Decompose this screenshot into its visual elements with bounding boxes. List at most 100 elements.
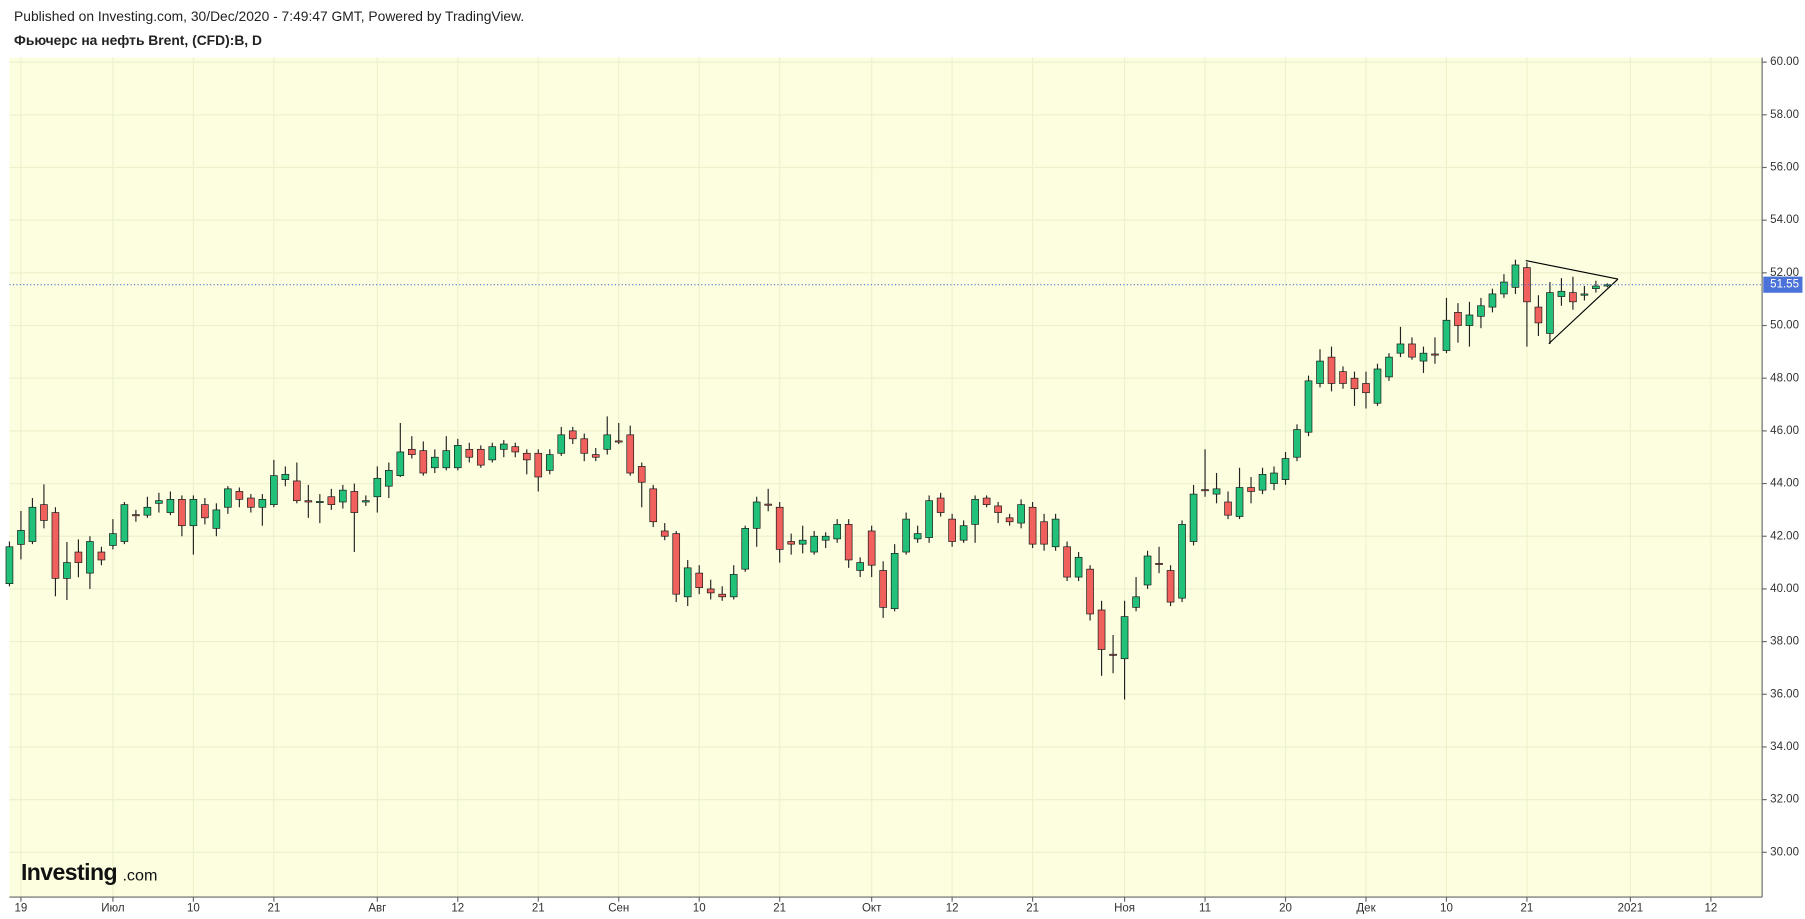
candle-body xyxy=(109,533,117,546)
candle-body xyxy=(178,499,186,527)
candle-body xyxy=(603,434,612,450)
y-tick-label: 34.00 xyxy=(1770,741,1799,753)
x-tick-label: 19 xyxy=(15,903,28,915)
trend-line-upper xyxy=(1525,260,1619,280)
candle-body xyxy=(1511,264,1520,288)
y-tick-label: 38.00 xyxy=(1770,636,1799,648)
candle-body xyxy=(925,500,933,538)
y-tick-label: 50.00 xyxy=(1770,320,1799,332)
candle-body xyxy=(224,488,232,508)
candle-body xyxy=(764,503,772,506)
candle-body xyxy=(1385,356,1393,378)
candle-body xyxy=(304,500,313,503)
candle-body xyxy=(994,505,1002,513)
candle-body xyxy=(545,454,554,471)
candle-body xyxy=(810,535,818,553)
candle-body xyxy=(1293,429,1301,458)
candle-body xyxy=(1431,353,1439,356)
candle-body xyxy=(1350,377,1359,390)
candle-body xyxy=(1155,563,1163,565)
candle-body xyxy=(787,541,795,545)
candle-body xyxy=(1373,368,1382,404)
candle-body xyxy=(1258,473,1267,491)
candle-body xyxy=(166,499,175,513)
x-tick-label: 10 xyxy=(693,903,706,915)
x-tick-label: 12 xyxy=(946,903,959,915)
x-tick-label: 12 xyxy=(1704,903,1717,915)
candle-body xyxy=(833,524,841,540)
candle-body xyxy=(1477,305,1485,317)
candle-body xyxy=(718,593,727,598)
grid xyxy=(9,57,1763,898)
candle-body xyxy=(74,551,83,563)
x-tick-label: 10 xyxy=(187,903,200,915)
candle-body xyxy=(1143,555,1152,586)
candle-body xyxy=(695,572,704,588)
x-tick-label: 21 xyxy=(532,903,545,915)
candle-body xyxy=(534,452,543,478)
candle-body xyxy=(879,570,887,608)
x-tick-label: 21 xyxy=(267,903,280,915)
candle-body xyxy=(419,450,428,474)
candle-body xyxy=(1408,343,1416,358)
candle-body xyxy=(1281,458,1290,480)
candle-body xyxy=(499,443,508,450)
y-tick-label: 44.00 xyxy=(1770,478,1799,490)
candle-body xyxy=(1465,314,1474,326)
candle-body xyxy=(430,456,439,469)
candle-body xyxy=(867,530,876,566)
candle-body xyxy=(729,574,738,598)
candle-body xyxy=(1212,488,1221,495)
candle-body xyxy=(511,446,520,453)
chart-subtitle: Published on Investing.com, 30/Dec/2020 … xyxy=(14,8,524,24)
candle-body xyxy=(1557,290,1566,297)
candle-body xyxy=(1316,360,1324,384)
y-tick-label: 52.00 xyxy=(1770,267,1799,279)
x-tick-label: Сен xyxy=(608,903,629,915)
last-price-label: 51.55 xyxy=(1770,279,1799,291)
candle-body xyxy=(476,448,485,466)
candle-body xyxy=(1097,609,1106,650)
candle-body xyxy=(1109,653,1117,656)
candle-body xyxy=(591,454,600,458)
candle-body xyxy=(1224,501,1232,516)
x-tick-label: 12 xyxy=(451,903,464,915)
candle-body xyxy=(281,473,290,480)
candle-body xyxy=(752,501,761,529)
candle-body xyxy=(86,541,94,574)
y-tick-label: 32.00 xyxy=(1770,794,1799,806)
candle-body xyxy=(522,452,531,461)
candle-body xyxy=(1074,556,1083,578)
candle-body xyxy=(982,497,991,505)
candle-body xyxy=(316,501,324,503)
candle-body xyxy=(1086,568,1094,615)
x-tick-label: 21 xyxy=(773,903,786,915)
x-tick-label: Июл xyxy=(101,903,124,915)
last-price-tag xyxy=(1763,276,1803,293)
candle-body xyxy=(132,514,140,517)
candle-body xyxy=(660,530,669,537)
candle-body xyxy=(1304,380,1313,433)
candle-body xyxy=(948,518,956,542)
x-tick-label: Дек xyxy=(1356,903,1376,915)
candle-body xyxy=(235,491,244,500)
candle-body xyxy=(143,506,152,516)
candle-body xyxy=(5,546,14,584)
y-tick-label: 46.00 xyxy=(1770,425,1799,437)
watermark-logo: Investing xyxy=(21,859,117,885)
candle-body xyxy=(465,448,474,458)
candle-body xyxy=(637,466,646,483)
y-tick-label: 42.00 xyxy=(1770,530,1799,542)
x-tick-label: 11 xyxy=(1199,903,1211,915)
candle-body xyxy=(1178,524,1186,599)
candle-body xyxy=(649,488,658,523)
y-tick-label: 58.00 xyxy=(1770,109,1799,121)
candle-body xyxy=(270,475,278,505)
candle-body xyxy=(189,499,198,527)
candle-body xyxy=(155,500,163,504)
candle-body xyxy=(63,562,71,579)
candle-body xyxy=(339,489,347,503)
candle-body xyxy=(856,562,864,571)
candle-body xyxy=(201,504,209,519)
